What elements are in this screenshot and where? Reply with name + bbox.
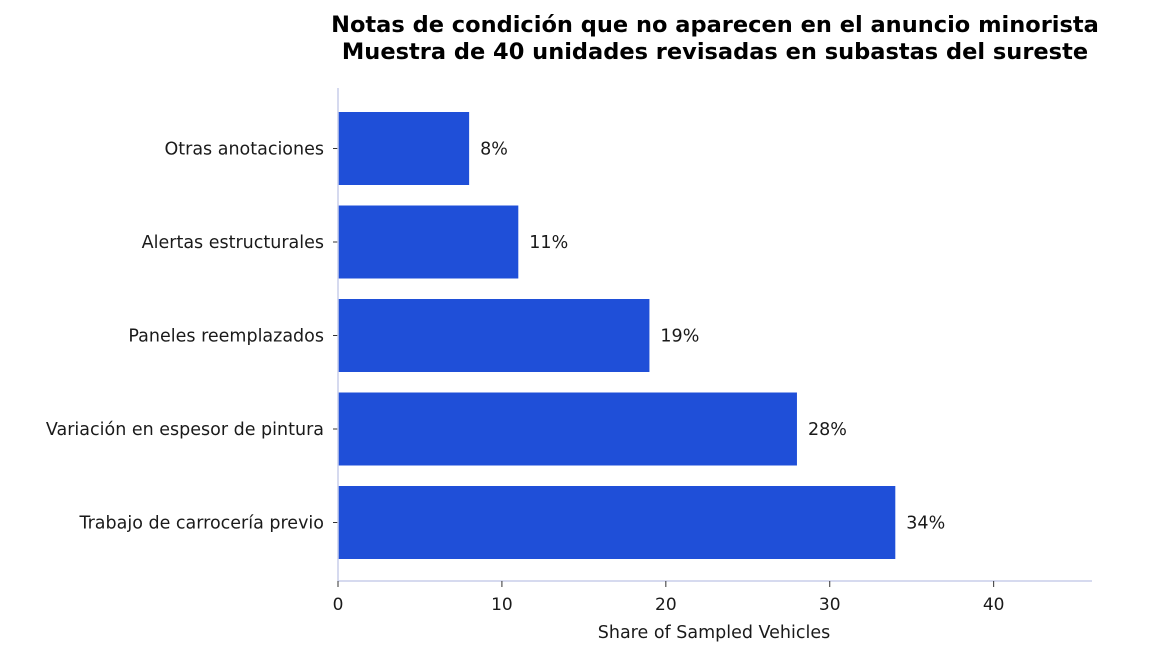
value-label: 11% — [529, 233, 568, 253]
category-label: Variación en espesor de pintura — [46, 420, 324, 440]
category-label: Alertas estructurales — [142, 233, 324, 253]
chart-title-line: Notas de condición que no aparecen en el… — [331, 12, 1099, 38]
value-label: 34% — [906, 514, 945, 534]
bar — [338, 205, 519, 279]
x-tick-label: 20 — [655, 595, 677, 615]
x-tick-label: 30 — [819, 595, 841, 615]
x-tick-label: 40 — [983, 595, 1005, 615]
category-label: Trabajo de carrocería previo — [78, 514, 324, 534]
chart-subtitle-line: Muestra de 40 unidades revisadas en suba… — [341, 39, 1089, 65]
category-label: Otras anotaciones — [164, 140, 324, 160]
bar — [338, 299, 650, 372]
chart-title: Notas de condición que no aparecen en el… — [290, 12, 1140, 66]
bar — [338, 392, 797, 466]
bar — [338, 486, 896, 559]
value-label: 19% — [660, 327, 699, 347]
value-label: 8% — [480, 140, 508, 160]
bar — [338, 112, 470, 185]
value-label: 28% — [808, 420, 847, 440]
category-label: Paneles reemplazados — [128, 327, 324, 347]
x-tick-label: 10 — [491, 595, 513, 615]
x-axis-title: Share of Sampled Vehicles — [598, 623, 830, 643]
x-tick-label: 0 — [333, 595, 344, 615]
